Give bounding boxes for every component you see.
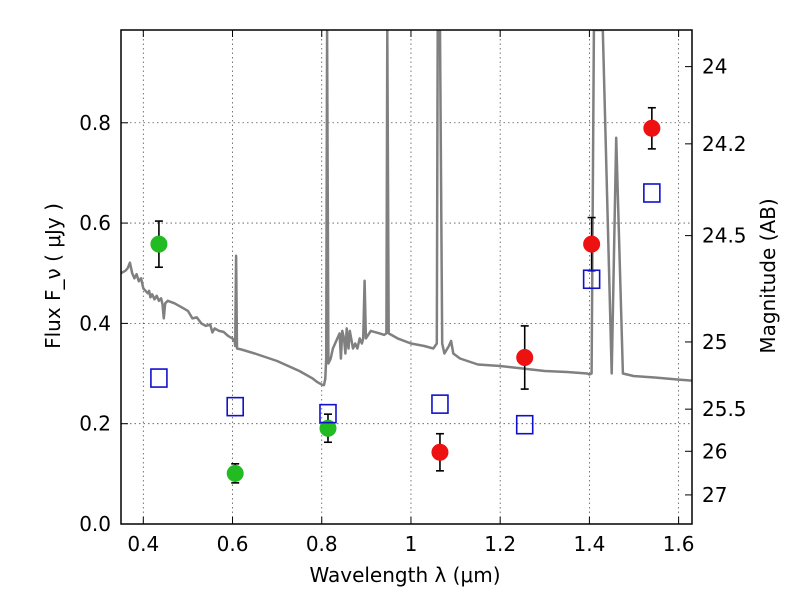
plot-frame xyxy=(120,29,693,525)
y2-tick-label: 24 xyxy=(702,55,727,79)
x-tick-label: 0.8 xyxy=(306,532,338,556)
y-tick-label: 0.4 xyxy=(79,311,111,335)
y2-tick-label: 24.2 xyxy=(702,132,747,156)
y-tick-label: 0.8 xyxy=(79,111,111,135)
square-marker xyxy=(515,414,534,435)
y-tick-label: 0.6 xyxy=(79,211,111,235)
y2-tick-label: 25.5 xyxy=(702,397,747,421)
model-spectrum-layer xyxy=(121,30,692,387)
circle-marker xyxy=(516,348,534,366)
x-tick-label: 1 xyxy=(405,532,418,556)
x-axis-label: Wavelength λ (μm) xyxy=(309,563,500,587)
y-tick-label: 0.0 xyxy=(79,512,111,536)
circle-marker xyxy=(319,419,337,437)
y2-tick-label: 26 xyxy=(702,439,727,463)
y-tick-label: 0.2 xyxy=(79,412,111,436)
data-points-layer xyxy=(150,106,661,484)
circle-marker xyxy=(583,235,601,253)
ticks: 0.4 0.6 0.8 1 1.2 1.4 1.6 0.0 0.2 0.4 0.6 0.8 24 24.2… xyxy=(79,30,747,556)
square-marker xyxy=(582,269,601,290)
circle-marker xyxy=(431,443,449,461)
circle-marker xyxy=(150,235,168,253)
y2-axis-label: Magnitude (AB) xyxy=(756,198,780,353)
square-marker xyxy=(431,394,449,414)
square-marker xyxy=(226,396,244,417)
x-tick-label: 0.4 xyxy=(127,532,159,556)
x-tick-label: 0.6 xyxy=(217,532,249,556)
model-spectrum-line xyxy=(121,30,692,387)
square-marker xyxy=(319,403,337,424)
y2-tick-label: 25 xyxy=(702,330,727,354)
x-tick-label: 1.6 xyxy=(663,532,695,556)
x-tick-label: 1.2 xyxy=(484,532,516,556)
y2-tick-label: 27 xyxy=(702,483,727,507)
x-tick-label: 1.4 xyxy=(573,532,605,556)
circle-marker xyxy=(226,464,244,482)
circle-marker xyxy=(643,119,661,137)
y2-tick-label: 24.5 xyxy=(702,224,747,248)
square-marker xyxy=(643,183,661,203)
grid xyxy=(121,30,692,525)
square-marker xyxy=(150,368,168,388)
y-axis-label: Flux F_ν ( μJy ) xyxy=(41,203,65,349)
